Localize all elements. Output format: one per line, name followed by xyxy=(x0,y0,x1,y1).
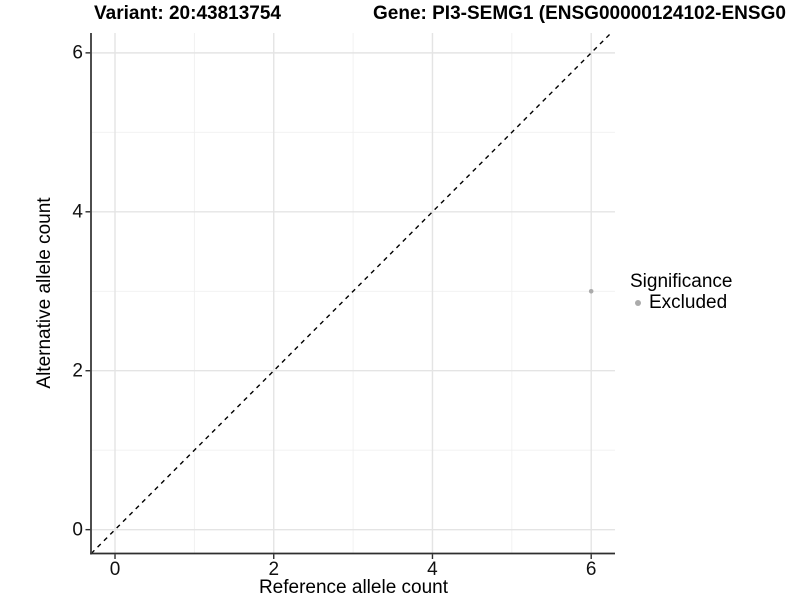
y-tick-label: 4 xyxy=(72,201,83,223)
x-tick-label: 4 xyxy=(427,558,438,580)
legend-item-label: Excluded xyxy=(649,292,728,313)
data-point xyxy=(588,288,594,294)
y-tick-label: 6 xyxy=(72,42,83,64)
legend: Significance Excluded xyxy=(630,271,732,313)
variant-title: Variant: 20:43813754 xyxy=(94,3,281,24)
legend-key-dot xyxy=(635,299,641,306)
y-tick-label: 2 xyxy=(72,360,83,382)
identity-line xyxy=(92,33,613,554)
legend-items: Excluded xyxy=(630,292,732,313)
legend-title: Significance xyxy=(630,271,733,292)
x-axis-title: Reference allele count xyxy=(258,577,449,598)
x-tick-label: 0 xyxy=(109,558,121,580)
x-tick-label: 2 xyxy=(268,558,280,580)
y-tick-label: 0 xyxy=(72,519,83,541)
gene-title: Gene: PI3-SEMG1 (ENSG00000124102-ENSG0 xyxy=(373,3,786,24)
legend-item-excluded: Excluded xyxy=(630,292,732,313)
y-axis-title: Alternative allele count xyxy=(34,197,55,389)
x-tick-label: 6 xyxy=(585,558,597,580)
